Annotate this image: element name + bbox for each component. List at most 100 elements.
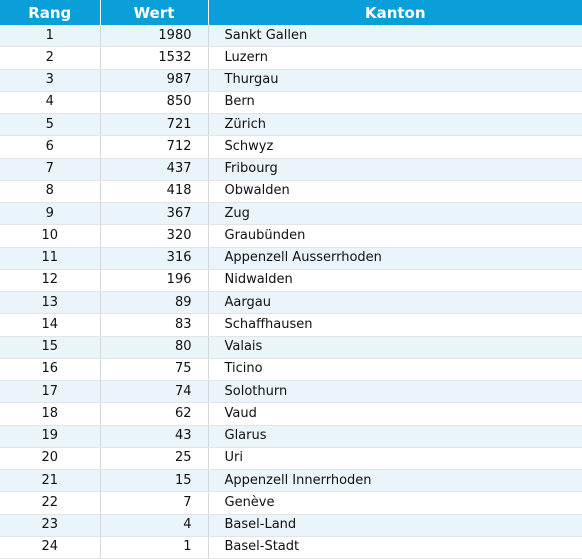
wert-cell: 721 <box>100 113 209 137</box>
kanton-cell: Valais <box>208 336 582 359</box>
kanton-cell: Obwalden <box>208 180 582 204</box>
rang-cell: 21 <box>0 469 101 493</box>
wert-cell: 850 <box>100 91 209 115</box>
kanton-cell: Zug <box>208 202 582 226</box>
table-row: 10 320 Graubünden <box>0 224 582 248</box>
wert-cell: 62 <box>100 402 209 426</box>
rang-cell: 15 <box>0 336 101 359</box>
wert-cell: 320 <box>100 224 209 248</box>
rang-cell: 9 <box>0 202 101 226</box>
wert-cell: 89 <box>100 291 209 315</box>
wert-cell: 987 <box>100 69 209 92</box>
wert-cell: 7 <box>100 491 209 515</box>
kanton-cell: Thurgau <box>208 69 582 92</box>
table-row: 5 721 Zürich <box>0 113 582 137</box>
wert-cell: 712 <box>100 135 209 159</box>
rang-cell: 2 <box>0 46 101 70</box>
table-row: 2 1532 Luzern <box>0 46 582 70</box>
wert-cell: 75 <box>100 358 209 382</box>
rang-cell: 24 <box>0 536 101 559</box>
kanton-cell: Luzern <box>208 46 582 70</box>
rang-cell: 3 <box>0 69 101 92</box>
kanton-cell: Vaud <box>208 402 582 426</box>
rang-cell: 14 <box>0 313 101 337</box>
rang-cell: 18 <box>0 402 101 426</box>
wert-cell: 4 <box>100 514 209 537</box>
rang-cell: 10 <box>0 224 101 248</box>
rang-cell: 1 <box>0 25 101 48</box>
kanton-cell: Nidwalden <box>208 269 582 293</box>
kanton-cell: Zürich <box>208 113 582 137</box>
kanton-cell: Solothurn <box>208 380 582 404</box>
kanton-cell: Graubünden <box>208 224 582 248</box>
column-header-rang: Rang <box>0 0 101 25</box>
kanton-cell: Appenzell Ausserrhoden <box>208 247 582 270</box>
table-row: 19 43 Glarus <box>0 425 582 448</box>
table-row: 7 437 Fribourg <box>0 158 582 181</box>
table-row: 20 25 Uri <box>0 447 582 471</box>
table-row: 15 80 Valais <box>0 336 582 359</box>
kanton-cell: Fribourg <box>208 158 582 181</box>
table-row: 16 75 Ticino <box>0 358 582 382</box>
table-row: 24 1 Basel-Stadt <box>0 536 582 559</box>
rang-cell: 11 <box>0 247 101 270</box>
rang-cell: 5 <box>0 113 101 137</box>
table-row: 4 850 Bern <box>0 91 582 115</box>
rang-cell: 20 <box>0 447 101 471</box>
kanton-cell: Schaffhausen <box>208 313 582 337</box>
kanton-cell: Bern <box>208 91 582 115</box>
table-header: Rang Wert Kanton <box>0 0 582 25</box>
wert-cell: 418 <box>100 180 209 204</box>
table-row: 22 7 Genève <box>0 491 582 515</box>
wert-cell: 15 <box>100 469 209 493</box>
rang-cell: 4 <box>0 91 101 115</box>
rang-cell: 19 <box>0 425 101 448</box>
table-row: 12 196 Nidwalden <box>0 269 582 293</box>
rang-cell: 17 <box>0 380 101 404</box>
column-header-wert: Wert <box>100 0 209 25</box>
header-row: Rang Wert Kanton <box>0 0 582 25</box>
table-row: 23 4 Basel-Land <box>0 514 582 537</box>
table-row: 17 74 Solothurn <box>0 380 582 404</box>
wert-cell: 80 <box>100 336 209 359</box>
table-row: 3 987 Thurgau <box>0 69 582 92</box>
kanton-cell: Glarus <box>208 425 582 448</box>
kanton-cell: Sankt Gallen <box>208 25 582 48</box>
wert-cell: 1980 <box>100 25 209 48</box>
table-body: 1 1980 Sankt Gallen 2 1532 Luzern 3 987 Thurgau 4… <box>0 25 582 559</box>
wert-cell: 437 <box>100 158 209 181</box>
table-row: 13 89 Aargau <box>0 291 582 315</box>
kanton-cell: Aargau <box>208 291 582 315</box>
table-row: 8 418 Obwalden <box>0 180 582 204</box>
kanton-cell: Genève <box>208 491 582 515</box>
rang-cell: 16 <box>0 358 101 382</box>
wert-cell: 74 <box>100 380 209 404</box>
table-row: 21 15 Appenzell Innerrhoden <box>0 469 582 493</box>
table-row: 11 316 Appenzell Ausserrhoden <box>0 247 582 270</box>
wert-cell: 83 <box>100 313 209 337</box>
wert-cell: 196 <box>100 269 209 293</box>
column-header-kanton: Kanton <box>208 0 582 25</box>
rang-cell: 7 <box>0 158 101 181</box>
rang-cell: 12 <box>0 269 101 293</box>
rang-cell: 8 <box>0 180 101 204</box>
kanton-cell: Ticino <box>208 358 582 382</box>
kanton-cell: Schwyz <box>208 135 582 159</box>
kanton-cell: Basel-Stadt <box>208 536 582 559</box>
kanton-cell: Basel-Land <box>208 514 582 537</box>
kanton-cell: Appenzell Innerrhoden <box>208 469 582 493</box>
table-row: 9 367 Zug <box>0 202 582 226</box>
kanton-cell: Uri <box>208 447 582 471</box>
rang-cell: 23 <box>0 514 101 537</box>
rang-cell: 22 <box>0 491 101 515</box>
wert-cell: 1532 <box>100 46 209 70</box>
wert-cell: 43 <box>100 425 209 448</box>
wert-cell: 367 <box>100 202 209 226</box>
table-row: 6 712 Schwyz <box>0 135 582 159</box>
wert-cell: 316 <box>100 247 209 270</box>
rang-cell: 13 <box>0 291 101 315</box>
table-row: 14 83 Schaffhausen <box>0 313 582 337</box>
table-row: 1 1980 Sankt Gallen <box>0 25 582 48</box>
table-row: 18 62 Vaud <box>0 402 582 426</box>
